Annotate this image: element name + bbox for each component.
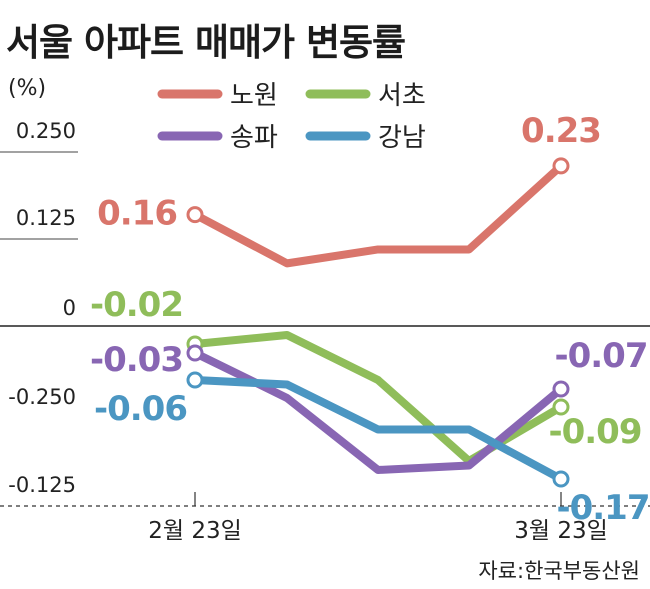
- data-label-nowon-0: 0.16: [97, 194, 177, 234]
- legend-label-seocho: 서초: [378, 81, 426, 111]
- series-marker-songpa-4: [552, 380, 570, 398]
- series-marker-nowon-4: [552, 157, 570, 175]
- data-label-seocho-0: -0.02: [90, 285, 183, 325]
- tick-label-0250: 0.250: [16, 119, 76, 143]
- tick-label-0: 0: [63, 296, 76, 320]
- legend-label-songpa: 송파: [230, 123, 278, 153]
- y-unit: (%): [8, 76, 46, 101]
- data-label-gangnam-4: -0.17: [557, 488, 650, 528]
- data-label-songpa-0: -0.03: [90, 340, 183, 380]
- tick-label-neg0250: -0.250: [8, 385, 76, 409]
- data-label-seocho-4: -0.09: [549, 412, 642, 452]
- legend: 노원 서초 송파 강남: [157, 81, 426, 153]
- series-marker-nowon-0: [186, 206, 204, 224]
- legend-label-gangnam: 강남: [378, 123, 426, 153]
- legend-label-nowon: 노원: [230, 81, 278, 111]
- data-label-nowon-4: 0.23: [521, 111, 601, 151]
- x-tick-label-1: 3월 23일: [514, 518, 608, 544]
- series-marker-gangnam-4: [552, 470, 570, 488]
- chart-title: 서울 아파트 매매가 변동률: [6, 21, 405, 64]
- tick-label-neg0125: -0.125: [8, 473, 76, 497]
- x-tick-label-0: 2월 23일: [148, 518, 242, 544]
- series-marker-gangnam-0: [186, 371, 204, 389]
- upper-axis-ticks: 0.250 0.125 0: [0, 119, 78, 320]
- series-line-gangnam: [191, 376, 565, 483]
- data-label-songpa-4: -0.07: [555, 336, 648, 376]
- series-line-seocho: [191, 331, 565, 465]
- series-marker-seocho-4: [552, 398, 570, 416]
- series-line-nowon: [191, 161, 565, 268]
- lower-axis-ticks: -0.250 -0.125: [8, 385, 76, 497]
- plot-area: 0.16 0.23 -0.02 -0.09 -0.03 -0.07 -0.06 -0.17: [90, 111, 650, 528]
- source-note: 자료:한국부동산원: [478, 559, 640, 583]
- data-label-gangnam-0: -0.06: [94, 389, 187, 429]
- tick-label-0125: 0.125: [16, 206, 76, 230]
- series-marker-songpa-0: [186, 344, 204, 362]
